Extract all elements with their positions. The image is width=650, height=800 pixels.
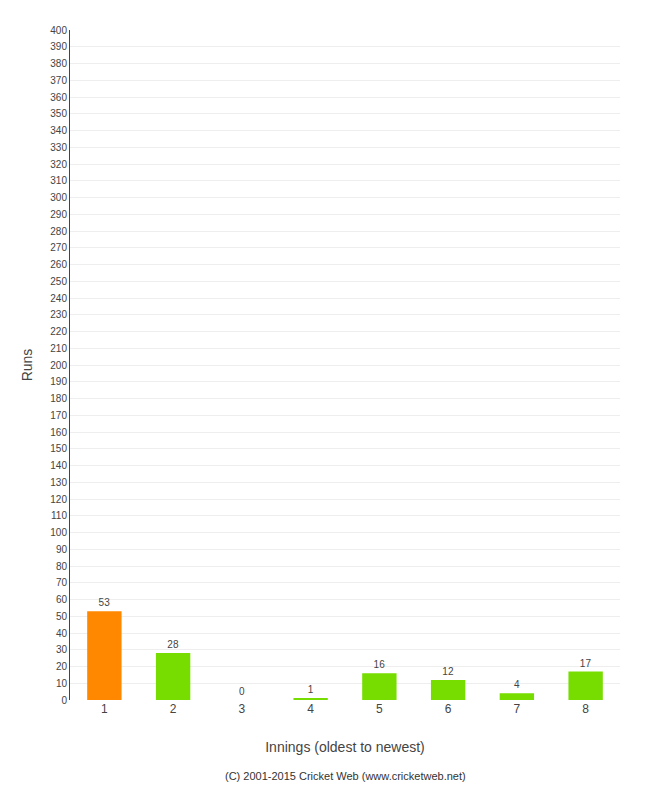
svg-text:80: 80	[56, 561, 68, 572]
svg-text:400: 400	[50, 25, 67, 36]
svg-text:350: 350	[50, 108, 67, 119]
svg-text:7: 7	[514, 702, 521, 716]
svg-text:130: 130	[50, 477, 67, 488]
svg-text:110: 110	[51, 510, 67, 521]
svg-text:100: 100	[50, 527, 67, 538]
svg-text:17: 17	[580, 658, 592, 669]
svg-text:6: 6	[445, 702, 452, 716]
svg-text:330: 330	[50, 142, 67, 153]
svg-text:310: 310	[50, 175, 67, 186]
svg-text:70: 70	[56, 577, 68, 588]
svg-text:280: 280	[50, 226, 67, 237]
svg-text:0: 0	[61, 695, 67, 706]
svg-text:360: 360	[50, 92, 67, 103]
svg-text:5: 5	[376, 702, 383, 716]
svg-text:210: 210	[50, 343, 67, 354]
svg-text:8: 8	[582, 702, 589, 716]
svg-text:28: 28	[167, 639, 179, 650]
svg-text:1: 1	[101, 702, 108, 716]
svg-text:Innings (oldest to newest): Innings (oldest to newest)	[265, 739, 425, 755]
svg-text:190: 190	[50, 376, 67, 387]
svg-text:320: 320	[50, 159, 67, 170]
svg-text:120: 120	[50, 494, 67, 505]
svg-text:40: 40	[56, 628, 68, 639]
svg-text:0: 0	[239, 686, 245, 697]
svg-text:220: 220	[50, 326, 67, 337]
svg-text:340: 340	[50, 125, 67, 136]
svg-text:260: 260	[50, 259, 67, 270]
svg-text:3: 3	[239, 702, 246, 716]
svg-text:180: 180	[50, 393, 67, 404]
svg-text:4: 4	[307, 702, 314, 716]
svg-text:240: 240	[50, 293, 67, 304]
svg-text:370: 370	[50, 75, 67, 86]
svg-text:380: 380	[50, 58, 67, 69]
svg-text:16: 16	[374, 659, 386, 670]
svg-text:250: 250	[50, 276, 67, 287]
svg-text:1: 1	[308, 684, 314, 695]
svg-text:290: 290	[50, 209, 67, 220]
svg-text:10: 10	[56, 678, 68, 689]
svg-text:150: 150	[50, 443, 67, 454]
svg-text:4: 4	[514, 679, 520, 690]
svg-text:2: 2	[170, 702, 177, 716]
svg-text:200: 200	[50, 360, 67, 371]
svg-text:60: 60	[56, 594, 68, 605]
svg-text:230: 230	[50, 309, 67, 320]
svg-text:160: 160	[50, 427, 67, 438]
svg-text:(C) 2001-2015 Cricket Web (www: (C) 2001-2015 Cricket Web (www.cricketwe…	[225, 770, 466, 782]
svg-text:53: 53	[99, 597, 111, 608]
svg-text:390: 390	[50, 41, 67, 52]
svg-text:300: 300	[50, 192, 67, 203]
svg-text:20: 20	[56, 661, 68, 672]
svg-text:50: 50	[56, 611, 68, 622]
svg-text:90: 90	[56, 544, 68, 555]
svg-text:140: 140	[50, 460, 67, 471]
svg-text:270: 270	[50, 242, 67, 253]
svg-text:170: 170	[50, 410, 67, 421]
svg-text:30: 30	[56, 644, 68, 655]
svg-text:Runs: Runs	[19, 349, 35, 382]
svg-text:12: 12	[442, 666, 454, 677]
